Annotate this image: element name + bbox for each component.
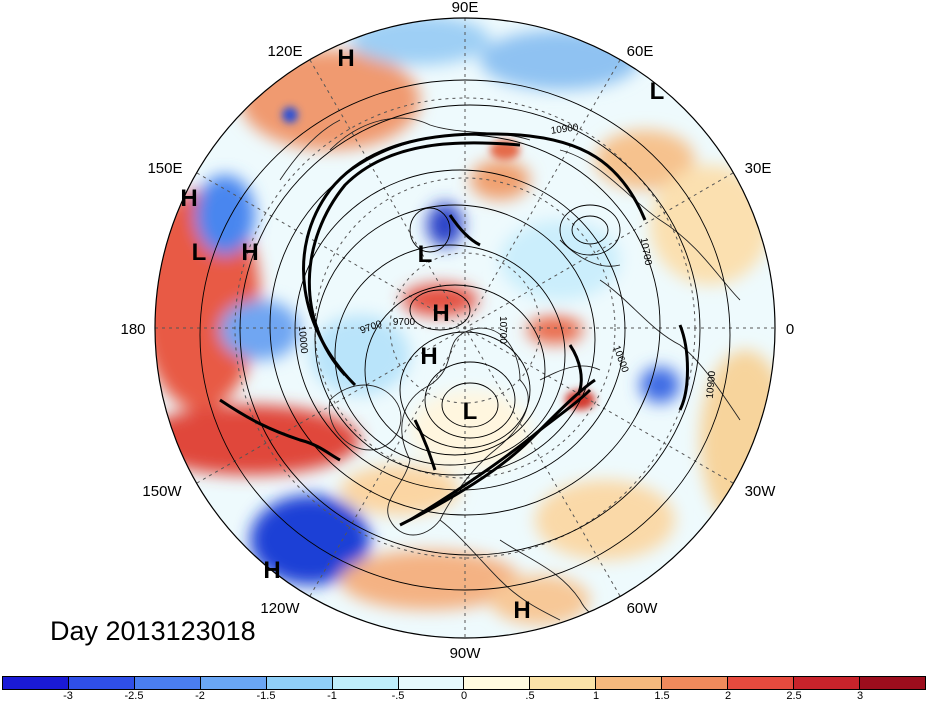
lon-label-30w: 30W [745, 483, 777, 500]
colorbar-tick-label: 1.5 [654, 690, 670, 702]
high-center-marker: H [432, 300, 449, 327]
lon-label-120e: 120E [267, 43, 302, 60]
colorbar-labels: -3 -2.5 -2 -1.5 -1 -.5 0 .5 1 1.5 2 2.5 3 [0, 690, 928, 702]
colorbar-tick-label: -2 [195, 690, 205, 702]
colorbar-swatch [200, 677, 267, 689]
map-title: Day 2013123018 [50, 616, 256, 646]
lon-label-120w: 120W [260, 600, 300, 617]
lon-label-150w: 150W [142, 483, 182, 500]
height-contours [199, 79, 731, 591]
pressure-centers: H L H L H L H H L H H [180, 45, 664, 624]
contour-label: 9700 [393, 317, 416, 328]
colorbar-swatch [266, 677, 333, 689]
contour-label: 10000 [296, 325, 309, 354]
colorbar-swatch [68, 677, 135, 689]
colorbar-tick-label: 0 [460, 690, 468, 702]
graticule [155, 18, 775, 638]
colorbar-swatch [596, 677, 663, 689]
high-center-marker: H [513, 597, 530, 624]
low-center-marker: L [192, 239, 207, 266]
low-center-marker: L [650, 78, 665, 105]
low-center-marker: L [418, 241, 433, 268]
contour-label: 10700 [638, 237, 654, 267]
colorbar-swatch [398, 677, 465, 689]
colorbar-swatch [794, 677, 860, 689]
contour-label: 10900 [705, 370, 718, 399]
lon-label-60w: 60W [627, 600, 659, 617]
colorbar-swatch [662, 677, 729, 689]
high-center-marker: H [241, 239, 258, 266]
high-center-marker: H [263, 557, 280, 584]
colorbar-tick-label: -.5 [391, 690, 405, 702]
map-boundary [154, 17, 776, 639]
lon-label-180: 180 [120, 321, 145, 338]
lon-label-0: 0 [786, 321, 794, 338]
lon-label-60e: 60E [627, 43, 654, 60]
colorbar-tick-label: -1 [327, 690, 337, 702]
colorbar-tick-label: 2 [724, 690, 732, 702]
colorbar-swatch [464, 677, 531, 689]
colorbar-swatch [859, 677, 925, 689]
high-center-marker: H [180, 185, 197, 212]
contour-labels: 10900 10700 10700 10600 10900 9700 10000… [296, 122, 718, 399]
colorbar-tick-label: 1 [592, 690, 600, 702]
colorbar-tick-label: .5 [525, 690, 535, 702]
lon-label-90w: 90W [450, 645, 482, 662]
colorbar-swatch [3, 677, 69, 689]
colorbar-tick-label: -1.5 [256, 690, 276, 702]
wind-speed-contours [219, 132, 689, 527]
lon-label-30e: 30E [745, 160, 772, 177]
longitude-labels: 90E 120E 60E 150E 30E 180 0 150W 30W 120… [120, 0, 794, 662]
contour-label: 10900 [550, 122, 580, 137]
colorbar-tick-label: 3 [856, 690, 864, 702]
lon-label-90e: 90E [452, 0, 479, 16]
low-center-marker: L [463, 398, 478, 425]
colorbar-tick-label: -3 [63, 690, 73, 702]
colorbar-swatch [332, 677, 399, 689]
high-center-marker: H [337, 45, 354, 72]
high-center-marker: H [420, 343, 437, 370]
lon-label-150e: 150E [147, 160, 182, 177]
colorbar-tick-label: 2.5 [786, 690, 802, 702]
colorbar-tick-label: -2.5 [124, 690, 144, 702]
colorbar-swatch [728, 677, 795, 689]
colorbar-swatch [530, 677, 597, 689]
colorbar [2, 676, 926, 690]
colorbar-swatch [134, 677, 201, 689]
contour-label: 10700 [497, 316, 508, 344]
